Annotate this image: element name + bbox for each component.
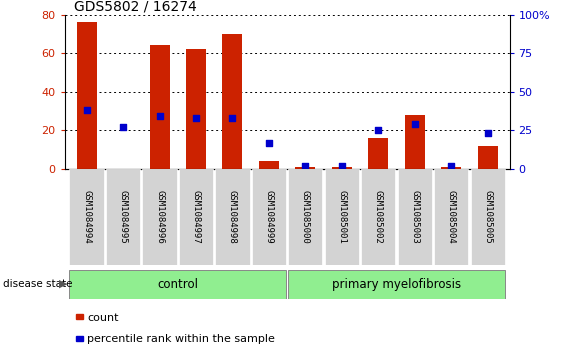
Point [446, 164, 455, 170]
Point [301, 164, 310, 170]
Bar [325, 169, 359, 265]
Point [337, 164, 346, 170]
Bar [397, 169, 432, 265]
Point [410, 121, 419, 127]
Bar [477, 146, 498, 169]
Bar [179, 169, 213, 265]
Bar [405, 115, 425, 169]
Text: GSM1085000: GSM1085000 [301, 190, 310, 244]
Bar [69, 169, 104, 265]
Bar [471, 169, 505, 265]
Text: percentile rank within the sample: percentile rank within the sample [87, 334, 275, 344]
Text: GSM1085005: GSM1085005 [483, 190, 492, 244]
Text: GSM1084999: GSM1084999 [265, 190, 274, 244]
Bar [361, 169, 395, 265]
Bar [150, 45, 169, 169]
Bar [296, 167, 315, 169]
Text: control: control [157, 278, 198, 290]
Bar [69, 270, 286, 298]
Bar [215, 169, 249, 265]
Bar [288, 270, 505, 298]
Text: GDS5802 / 16274: GDS5802 / 16274 [74, 0, 196, 13]
Text: GSM1085004: GSM1085004 [446, 190, 455, 244]
Text: GSM1084995: GSM1084995 [119, 190, 128, 244]
Text: disease state: disease state [3, 279, 72, 289]
Text: GSM1084998: GSM1084998 [228, 190, 237, 244]
Bar [222, 34, 243, 169]
Bar [288, 169, 323, 265]
Point [119, 124, 128, 130]
Text: primary myelofibrosis: primary myelofibrosis [332, 278, 461, 290]
Text: count: count [87, 313, 119, 323]
Text: GSM1084996: GSM1084996 [155, 190, 164, 244]
Point [374, 127, 383, 133]
Bar [259, 161, 279, 169]
Point [155, 113, 164, 119]
Text: GSM1084997: GSM1084997 [191, 190, 200, 244]
Bar [368, 138, 388, 169]
Bar [434, 169, 468, 265]
Bar [186, 49, 206, 169]
Bar [252, 169, 286, 265]
Text: GSM1085001: GSM1085001 [337, 190, 346, 244]
Bar [106, 169, 140, 265]
Bar [441, 167, 461, 169]
Point [228, 115, 237, 121]
Text: GSM1085002: GSM1085002 [374, 190, 383, 244]
Point [82, 107, 91, 113]
Bar [77, 22, 97, 169]
Bar [332, 167, 352, 169]
Text: GSM1085003: GSM1085003 [410, 190, 419, 244]
Point [191, 115, 200, 121]
Text: ▶: ▶ [59, 279, 68, 289]
Text: GSM1084994: GSM1084994 [82, 190, 91, 244]
Point [265, 140, 274, 146]
Bar [142, 169, 177, 265]
Point [483, 130, 492, 136]
